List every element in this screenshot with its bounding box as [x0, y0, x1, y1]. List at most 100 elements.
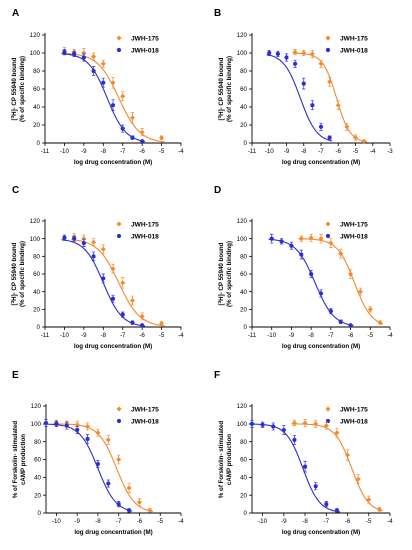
legend-marker: [325, 35, 331, 41]
y-axis-label-line-1: [3H]- CP 55940 bound: [217, 57, 226, 120]
legend-item: JWH-175: [325, 406, 368, 413]
data-point: [324, 501, 329, 507]
x-axis-label: log drug concentration (M): [282, 159, 360, 166]
y-tick-label: 40: [240, 474, 247, 481]
y-tick-label: 100: [30, 50, 41, 57]
y-tick-label: 40: [240, 104, 247, 111]
data-point: [335, 102, 341, 108]
legend-marker: [116, 221, 122, 227]
x-tick-label: -6: [348, 332, 354, 339]
data-point: [126, 508, 132, 513]
y-axis-label-line-2: (% of specific binding): [226, 241, 233, 307]
legend-label: JWH-018: [340, 233, 368, 240]
data-point: [309, 51, 315, 57]
data-point: [289, 243, 294, 248]
y-tick-label: 80: [240, 68, 247, 75]
legend-marker: [116, 233, 122, 239]
data-point: [269, 236, 274, 241]
data-point: [159, 135, 165, 141]
x-tick-label: -8: [302, 518, 308, 525]
x-tick-label: -7: [318, 148, 324, 155]
data-point: [292, 437, 297, 442]
data-point: [64, 423, 69, 428]
data-point: [110, 80, 116, 86]
data-point: [139, 129, 145, 135]
x-tick-label: -5: [157, 518, 163, 525]
data-point: [91, 254, 96, 259]
data-point: [110, 266, 116, 272]
y-tick-label: 120: [237, 218, 248, 225]
fit-curve: [292, 52, 367, 143]
y-tick-label: 20: [33, 122, 40, 129]
data-point: [72, 51, 77, 57]
data-point: [318, 124, 324, 129]
x-tick-label: -7: [324, 518, 330, 525]
data-point: [275, 51, 280, 57]
y-tick-label: 100: [237, 236, 248, 243]
legend-marker: [116, 47, 122, 53]
x-tick-label: -7: [120, 332, 126, 339]
data-point: [116, 501, 121, 507]
legend-label: JWH-018: [131, 233, 159, 240]
legend-label: JWH-175: [340, 35, 368, 42]
data-point: [271, 424, 276, 429]
data-point: [377, 320, 383, 326]
y-tick-label: 80: [240, 253, 247, 260]
data-point: [376, 506, 382, 512]
data-point: [140, 139, 145, 144]
fit-curve: [53, 423, 154, 512]
panel-letter: F: [214, 370, 220, 381]
chart-panel-e: E 0 20 40 60 80 100 120 -10 -9 -8 -7 -6 -5 -4 log drug …: [12, 370, 184, 536]
x-tick-label: -9: [289, 332, 295, 339]
x-tick-label: -6: [345, 518, 351, 525]
data-point: [302, 464, 308, 469]
y-tick-label: 80: [33, 253, 40, 260]
data-point: [81, 55, 86, 60]
x-axis-label: log drug concentration (M): [282, 529, 360, 536]
x-tick-label: -4: [387, 518, 393, 525]
data-point: [91, 54, 97, 60]
legend-marker: [116, 406, 122, 412]
data-point: [327, 135, 332, 140]
y-tick-label: 80: [240, 439, 247, 446]
y-axis-label-line-2: cAMP production: [20, 434, 27, 485]
x-tick-label: -9: [81, 332, 87, 339]
x-tick-label: -5: [159, 332, 165, 339]
x-tick-label: -9: [284, 148, 290, 155]
series-jwh-175: [298, 233, 384, 326]
x-axis-label: log drug concentration (M): [74, 529, 152, 536]
panel-letter: D: [214, 185, 221, 196]
y-axis-label-line-2: cAMP production: [226, 434, 233, 485]
x-tick-label: -7: [120, 148, 126, 155]
legend-label: JWH-175: [340, 221, 368, 228]
x-tick-label: -9: [81, 148, 87, 155]
data-point: [159, 320, 165, 326]
data-point: [120, 312, 125, 317]
x-tick-label: -6: [137, 518, 143, 525]
data-point: [140, 323, 145, 328]
data-point: [313, 484, 318, 489]
x-tick-label: -7: [116, 518, 122, 525]
legend-label: JWH-018: [340, 418, 368, 425]
series-jwh-018: [61, 234, 146, 328]
data-point: [338, 251, 344, 257]
data-point: [292, 49, 298, 55]
x-tick-label: -8: [308, 332, 314, 339]
x-tick-label: -8: [101, 332, 107, 339]
series-jwh-018: [61, 49, 146, 144]
x-tick-label: -4: [370, 148, 376, 155]
data-point: [348, 323, 353, 328]
data-point: [101, 276, 106, 281]
y-tick-label: 20: [34, 492, 41, 499]
data-point: [100, 61, 106, 67]
data-point: [129, 298, 135, 303]
legend-label: JWH-175: [131, 406, 159, 413]
data-point: [334, 430, 340, 436]
y-tick-label: 80: [33, 68, 40, 75]
data-point: [110, 103, 116, 108]
data-point: [327, 79, 333, 85]
data-point: [62, 50, 67, 55]
x-axis-label: log drug concentration (M): [74, 159, 152, 166]
y-tick-label: 40: [33, 104, 40, 111]
